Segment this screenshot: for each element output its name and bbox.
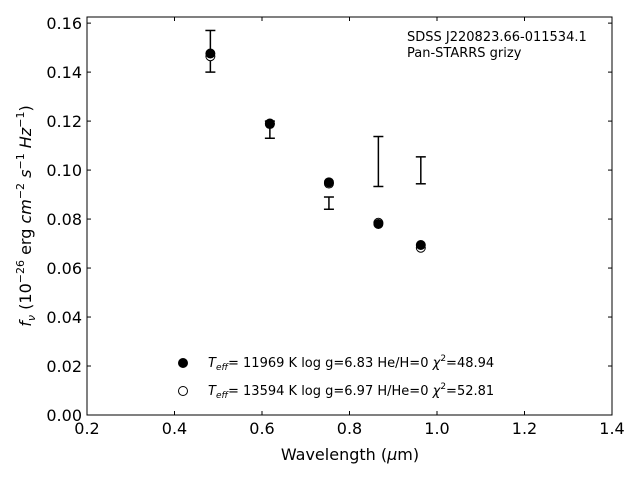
x-tick-label: 0.6 [249, 419, 274, 438]
annotation-line-2: Pan-STARRS grizy [407, 46, 522, 61]
legend-logg-1: log g=6.83 [301, 356, 373, 371]
legend-comp-1: He/H=0 [377, 356, 428, 371]
data-point-filled [323, 177, 334, 188]
legend-marker-filled [178, 358, 188, 368]
legend-chi-1: =48.94 [446, 356, 494, 371]
legend-marker-open [178, 386, 188, 396]
legend-entry-2: Teff= 13594 K log g=6.97 H/He=0 χ2=52.81 [208, 382, 494, 401]
y-tick-label: 0.16 [46, 14, 82, 33]
x-axis-label: Wavelength (μm) [281, 445, 419, 464]
y-axis-label: fν (10−26 erg cm−2 s−1 Hz−1) [14, 105, 38, 326]
legend-logg-2: log g=6.97 [301, 384, 373, 399]
y-tick-label: 0.04 [46, 308, 82, 327]
x-tick-label: 1.0 [424, 419, 449, 438]
x-tick-label: 0.4 [162, 419, 187, 438]
data-point-filled [415, 240, 426, 251]
data-point-filled [205, 48, 216, 59]
error-bars [205, 29, 426, 211]
data-points [205, 48, 426, 253]
y-tick-label: 0.08 [46, 210, 82, 229]
x-tick-label: 1.4 [599, 419, 624, 438]
y-tick-label: 0.02 [46, 357, 82, 376]
legend-entry-1: Teff= 11969 K log g=6.83 He/H=0 χ2=48.94 [208, 354, 494, 373]
y-tick-label: 0.12 [46, 112, 82, 131]
data-point-filled [264, 119, 275, 130]
x-tick-label: 0.8 [337, 419, 362, 438]
y-tick-label: 0.06 [46, 259, 82, 278]
legend-teff-2: 13594 [243, 384, 284, 399]
legend-chi-2: =52.81 [446, 384, 494, 399]
y-tick-label: 0.00 [46, 406, 82, 425]
annotation: SDSS J220823.66-011534.1 Pan-STARRS griz… [407, 30, 587, 61]
data-point-filled [373, 218, 384, 229]
x-tick-label: 0.2 [74, 419, 99, 438]
legend-comp-2: H/He=0 [377, 384, 428, 399]
x-tick-label: 1.2 [512, 419, 537, 438]
y-tick-label: 0.10 [46, 161, 82, 180]
legend: Teff= 11969 K log g=6.83 He/H=0 χ2=48.94… [178, 354, 494, 401]
legend-teff-1: 11969 [243, 356, 284, 371]
axis-ticks: 0.2 0.4 0.6 0.8 1.0 1.2 1.4 0.00 0.02 0.04 0.06 0.0… [46, 14, 624, 438]
y-tick-label: 0.14 [46, 63, 82, 82]
annotation-line-1: SDSS J220823.66-011534.1 [407, 30, 587, 45]
